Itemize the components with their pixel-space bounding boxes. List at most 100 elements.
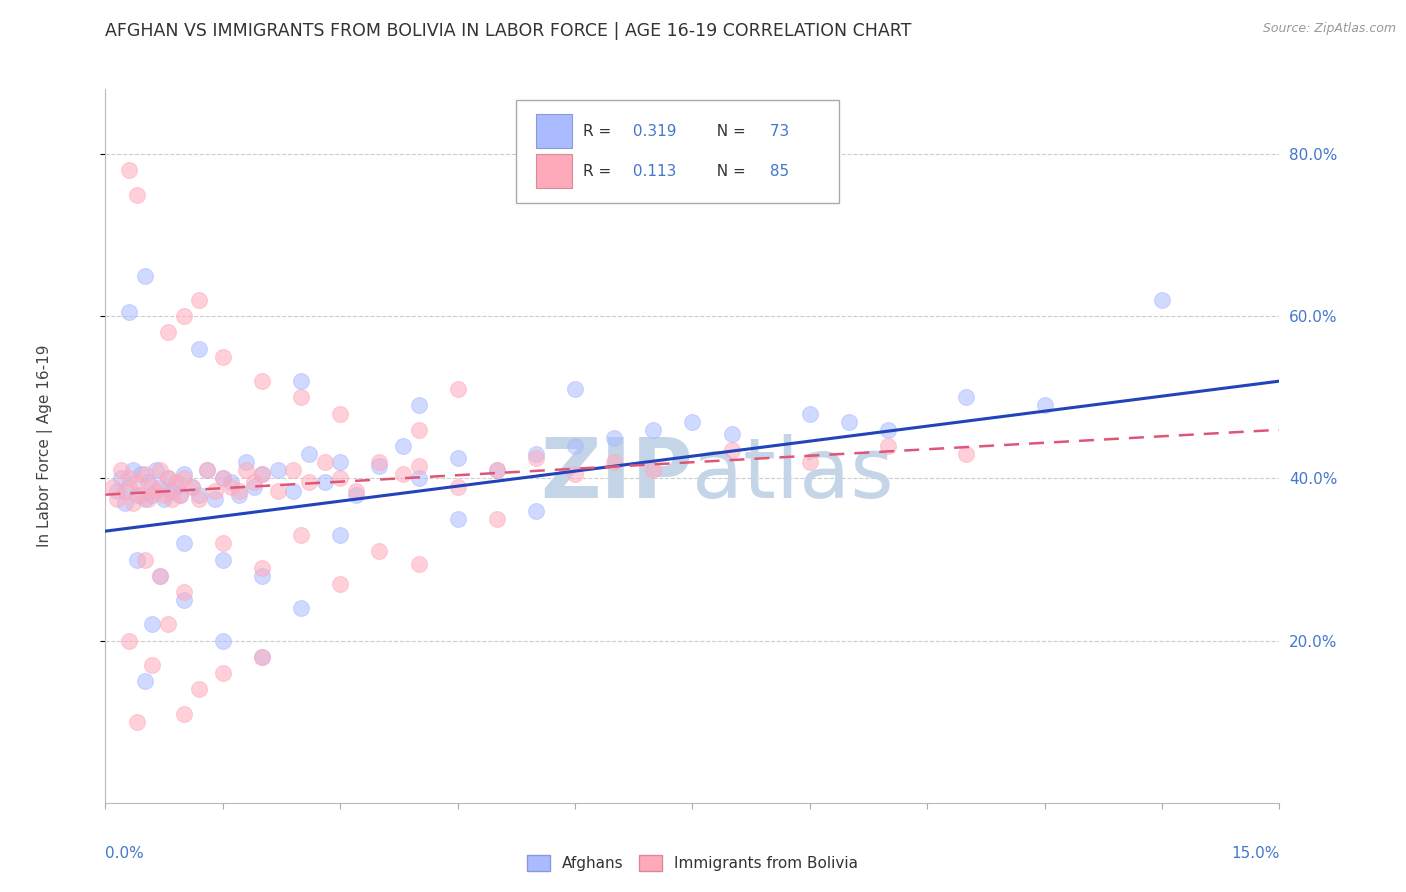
Point <box>149 463 172 477</box>
Point <box>877 439 900 453</box>
Point <box>290 601 312 615</box>
Point <box>121 463 143 477</box>
Point <box>141 617 163 632</box>
Point <box>195 463 218 477</box>
Text: N =: N = <box>707 164 751 178</box>
Point <box>149 568 172 582</box>
Point <box>134 467 156 482</box>
Point <box>211 552 233 566</box>
Point <box>125 714 148 729</box>
Point <box>408 557 430 571</box>
Text: 0.113: 0.113 <box>628 164 676 178</box>
Text: 85: 85 <box>765 164 789 178</box>
Point <box>408 459 430 474</box>
Point <box>105 483 128 498</box>
Point <box>105 491 128 506</box>
Point <box>118 471 141 485</box>
Point <box>118 163 141 178</box>
Text: 0.319: 0.319 <box>628 124 676 139</box>
Text: R =: R = <box>583 124 616 139</box>
Point <box>160 491 183 506</box>
Point <box>485 463 508 477</box>
Point <box>564 467 586 482</box>
FancyBboxPatch shape <box>516 100 839 203</box>
Point <box>165 479 187 493</box>
Text: In Labor Force | Age 16-19: In Labor Force | Age 16-19 <box>37 344 52 548</box>
Text: 73: 73 <box>765 124 790 139</box>
Point <box>485 463 508 477</box>
Point <box>243 475 266 490</box>
Point <box>250 560 273 574</box>
Point <box>250 649 273 664</box>
Point <box>173 471 195 485</box>
Point <box>157 471 180 485</box>
Point <box>125 475 148 490</box>
Text: Source: ZipAtlas.com: Source: ZipAtlas.com <box>1263 22 1396 36</box>
Point <box>118 633 141 648</box>
Point <box>298 447 321 461</box>
Point <box>125 488 148 502</box>
Point <box>720 426 742 441</box>
Point <box>250 467 273 482</box>
Point <box>1033 399 1056 413</box>
Text: R =: R = <box>583 164 616 178</box>
Point <box>145 483 167 498</box>
Point <box>141 479 163 493</box>
Point <box>173 706 195 721</box>
Point <box>290 528 312 542</box>
Point <box>118 305 141 319</box>
Point <box>153 488 176 502</box>
Point <box>368 459 391 474</box>
Point <box>877 423 900 437</box>
Bar <box>536 114 571 148</box>
Point <box>195 463 218 477</box>
Point <box>392 467 415 482</box>
Point <box>121 496 143 510</box>
Point <box>138 491 160 506</box>
Point <box>118 479 141 493</box>
Point <box>250 467 273 482</box>
Point <box>149 479 172 493</box>
Point <box>235 463 257 477</box>
Point <box>169 488 191 502</box>
Point <box>145 463 167 477</box>
Bar <box>536 154 571 188</box>
Point <box>149 568 172 582</box>
Point <box>955 390 977 404</box>
Point <box>114 496 136 510</box>
Point <box>250 568 273 582</box>
Point <box>408 399 430 413</box>
Point <box>314 455 336 469</box>
Point <box>153 491 176 506</box>
Point <box>485 512 508 526</box>
Point <box>368 455 391 469</box>
Point <box>446 479 468 493</box>
Legend: Afghans, Immigrants from Bolivia: Afghans, Immigrants from Bolivia <box>520 849 865 877</box>
Point <box>283 483 305 498</box>
Point <box>446 382 468 396</box>
Point <box>314 475 336 490</box>
Point <box>141 488 163 502</box>
Point <box>134 491 156 506</box>
Point <box>524 504 547 518</box>
Point <box>157 471 180 485</box>
Point <box>188 342 211 356</box>
Point <box>446 512 468 526</box>
Point <box>188 682 211 697</box>
Point <box>173 536 195 550</box>
Point <box>204 483 226 498</box>
Point <box>125 187 148 202</box>
Point <box>329 577 352 591</box>
Point <box>125 552 148 566</box>
Point <box>283 463 305 477</box>
Point <box>392 439 415 453</box>
Point <box>157 617 180 632</box>
Point <box>643 423 665 437</box>
Point <box>329 528 352 542</box>
Point <box>524 451 547 466</box>
Point <box>643 463 665 477</box>
Text: ZIP: ZIP <box>540 434 692 515</box>
Point <box>211 350 233 364</box>
Point <box>204 491 226 506</box>
Point <box>114 483 136 498</box>
